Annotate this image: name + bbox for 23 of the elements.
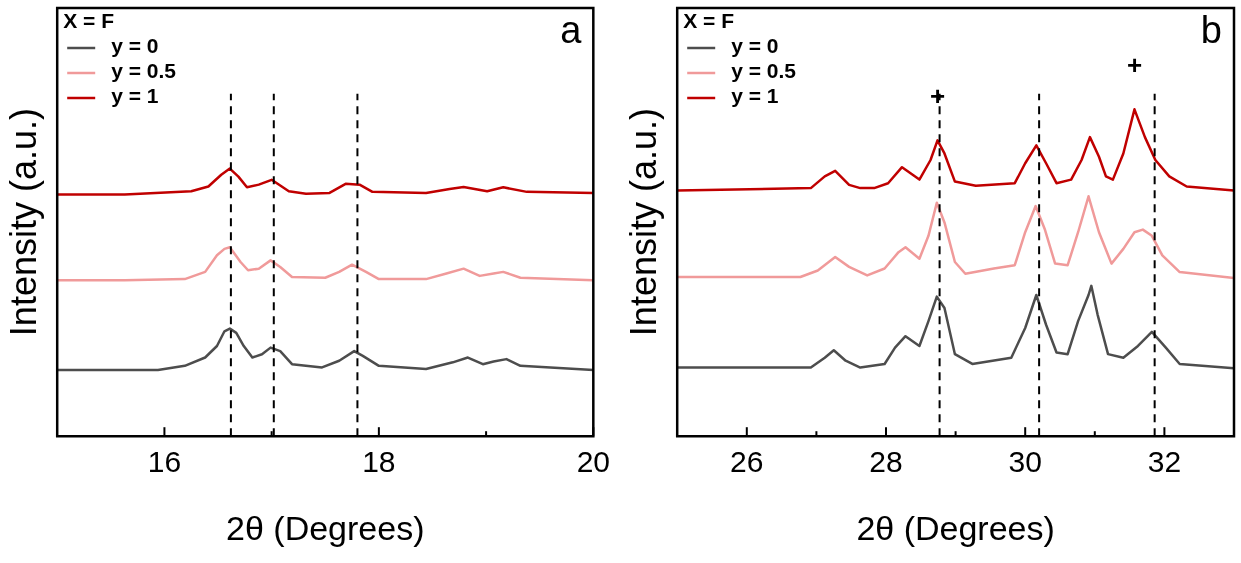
legend-label: y = 0 xyxy=(111,34,159,58)
y-axis-title: Intensity (a.u.) xyxy=(2,108,44,337)
text: a xyxy=(560,9,583,52)
legend-title: X = F xyxy=(63,9,115,33)
x-tick-label: 30 xyxy=(1008,445,1042,479)
annotation: + xyxy=(929,80,946,111)
annotation: + xyxy=(1126,49,1143,80)
x-tick-label: 16 xyxy=(147,445,182,479)
legend-label: y = 0 xyxy=(731,34,779,58)
x-tick-label: 18 xyxy=(362,445,396,479)
x-tick-label: 28 xyxy=(869,445,903,479)
legend-label: y = 0.5 xyxy=(731,59,797,83)
y-axis-title: Intensity (a.u.) xyxy=(622,108,664,337)
legend-label: y = 1 xyxy=(731,84,779,108)
x-tick-label: 26 xyxy=(730,445,764,479)
text: b xyxy=(1200,9,1222,52)
legend-title: X = F xyxy=(683,9,735,33)
legend-label: y = 1 xyxy=(111,84,159,108)
legend-label: y = 0.5 xyxy=(111,59,177,83)
x-tick-label: 32 xyxy=(1147,445,1182,479)
x-axis-title: 2θ (Degrees) xyxy=(856,508,1055,547)
x-tick-label: 20 xyxy=(576,445,610,479)
x-axis-title: 2θ (Degrees) xyxy=(226,508,425,547)
